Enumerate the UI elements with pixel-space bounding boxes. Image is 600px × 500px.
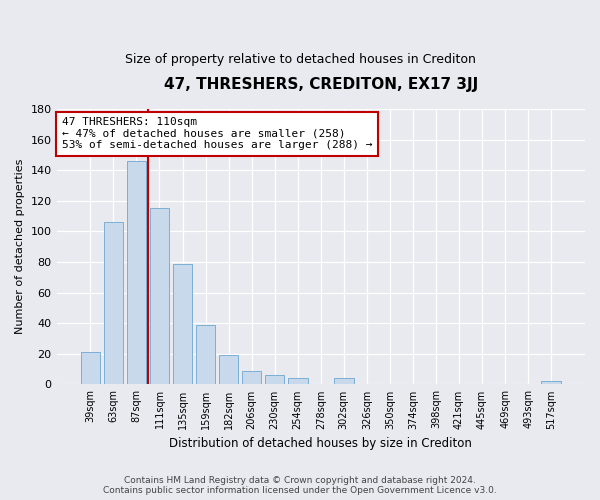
- Bar: [242, 370, 262, 384]
- Bar: [265, 375, 284, 384]
- Bar: [219, 356, 238, 384]
- Bar: [104, 222, 123, 384]
- Text: Size of property relative to detached houses in Crediton: Size of property relative to detached ho…: [125, 52, 475, 66]
- Text: 47 THRESHERS: 110sqm
← 47% of detached houses are smaller (258)
53% of semi-deta: 47 THRESHERS: 110sqm ← 47% of detached h…: [62, 117, 373, 150]
- Bar: [196, 324, 215, 384]
- Bar: [127, 161, 146, 384]
- Bar: [288, 378, 308, 384]
- Text: Contains HM Land Registry data © Crown copyright and database right 2024.
Contai: Contains HM Land Registry data © Crown c…: [103, 476, 497, 495]
- Title: 47, THRESHERS, CREDITON, EX17 3JJ: 47, THRESHERS, CREDITON, EX17 3JJ: [164, 78, 478, 92]
- Bar: [149, 208, 169, 384]
- X-axis label: Distribution of detached houses by size in Crediton: Distribution of detached houses by size …: [169, 437, 472, 450]
- Bar: [80, 352, 100, 384]
- Bar: [541, 382, 561, 384]
- Bar: [334, 378, 353, 384]
- Bar: [173, 264, 193, 384]
- Y-axis label: Number of detached properties: Number of detached properties: [15, 159, 25, 334]
